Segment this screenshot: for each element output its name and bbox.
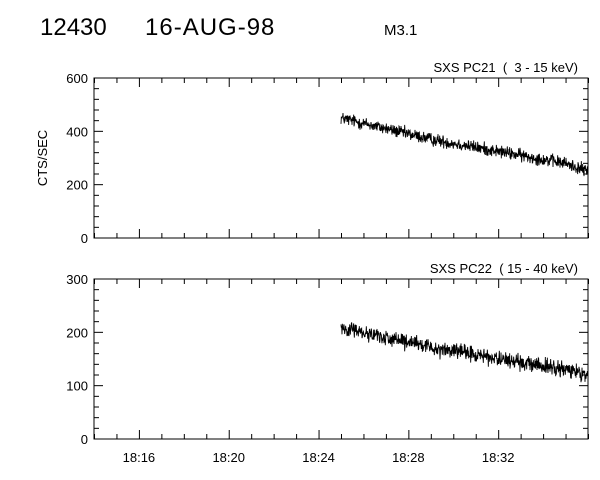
panel1-y-tick-label: 400 [66,124,88,139]
panel1-y-tick-label: 0 [81,231,88,246]
panel2-y-tick-label: 300 [66,272,88,287]
panel2-series-line [340,322,589,383]
panel1-y-axis-label: CTS/SEC [35,130,50,186]
panel2-y-tick-label: 0 [81,432,88,447]
panel2-x-tick-label: 18:28 [392,450,425,465]
panel1-y-tick-label: 600 [66,71,88,86]
panel2-y-tick-label: 200 [66,325,88,340]
panel2-title: SXS PC22 ( 15 - 40 keV) [430,261,578,276]
panel2-x-tick-label: 18:16 [123,450,156,465]
event-date: 16-AUG-98 [145,14,276,41]
panel2-y-tick-label: 100 [66,379,88,394]
panel2-x-tick-label: 18:24 [302,450,335,465]
panel1-y-tick-label: 200 [66,178,88,193]
flare-class: M3.1 [384,22,418,39]
panel2-x-tick-label: 18:20 [212,450,245,465]
event-id: 12430 [40,14,107,41]
panel1-series-line [340,112,589,177]
panel2-x-tick-label: 18:32 [482,450,515,465]
panel1-title: SXS PC21 ( 3 - 15 keV) [433,60,578,75]
